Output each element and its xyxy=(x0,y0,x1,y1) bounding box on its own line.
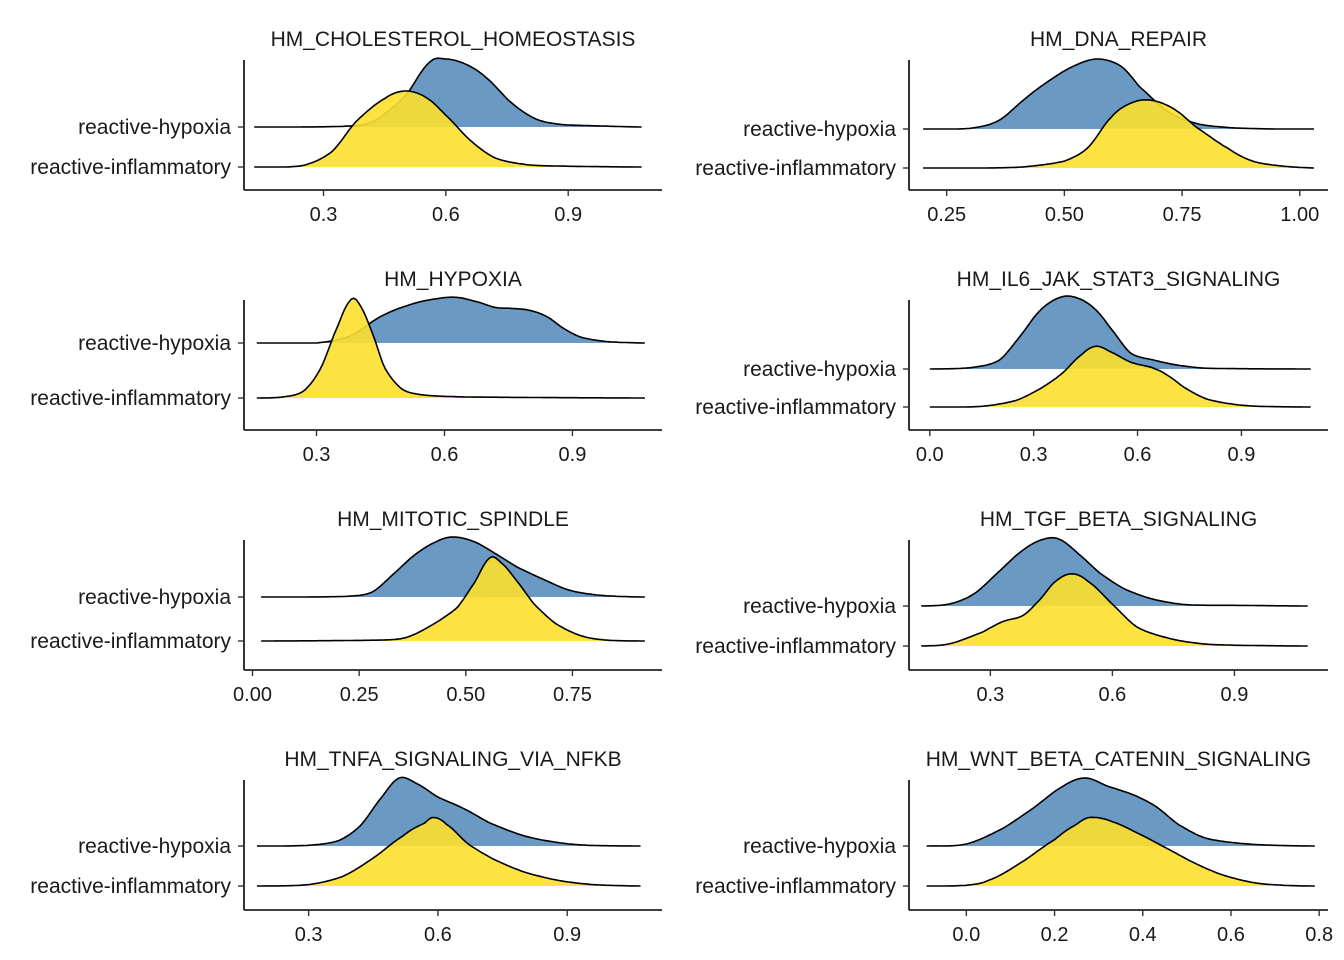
density-line-reactive-hypoxia xyxy=(921,536,1308,607)
density-area-reactive-inflammatory xyxy=(929,346,1311,407)
x-tick-label: 0.6 xyxy=(1124,444,1152,466)
density-line-reactive-hypoxia xyxy=(256,296,645,344)
category-label-reactive-hypoxia: reactive-hypoxia xyxy=(743,358,896,381)
x-tick-label: 0.6 xyxy=(1217,924,1245,946)
density-line-reactive-hypoxia xyxy=(254,57,642,128)
density-area-reactive-hypoxia xyxy=(256,777,641,846)
density-area-reactive-hypoxia xyxy=(923,59,1314,129)
category-label-reactive-hypoxia: reactive-hypoxia xyxy=(78,586,231,609)
density-area-reactive-inflammatory xyxy=(261,556,645,641)
x-tick-label: 0.50 xyxy=(446,684,485,706)
x-tick-label: 0.25 xyxy=(340,684,379,706)
x-tick-label: 0.6 xyxy=(431,444,459,466)
density-line-reactive-inflammatory xyxy=(254,90,642,168)
density-area-reactive-inflammatory xyxy=(921,573,1308,646)
panel-title: HM_TNFA_SIGNALING_VIA_NFKB xyxy=(284,748,621,771)
density-line-reactive-inflammatory xyxy=(921,572,1308,647)
density-line-reactive-hypoxia xyxy=(929,295,1311,370)
x-tick-label: 0.6 xyxy=(1098,684,1126,706)
category-label-reactive-hypoxia: reactive-hypoxia xyxy=(743,595,896,618)
panel-hm-mitotic-spindle: HM_MITOTIC_SPINDLE reactive-hypoxia reacti… xyxy=(30,508,662,706)
density-area-reactive-hypoxia xyxy=(926,778,1315,846)
panel-hm-wnt-beta-catenin-signaling: HM_WNT_BETA_CATENIN_SIGNALING reactive-hy… xyxy=(695,748,1333,946)
x-tick-label: 0.9 xyxy=(554,204,582,226)
x-tick-label: 0.75 xyxy=(1163,204,1202,226)
density-area-reactive-hypoxia xyxy=(254,58,642,128)
category-label-reactive-inflammatory: reactive-inflammatory xyxy=(695,635,896,658)
x-tick-label: 0.4 xyxy=(1129,924,1157,946)
x-tick-label: 0.9 xyxy=(1221,684,1249,706)
x-tick-label: 0.3 xyxy=(1020,444,1048,466)
density-area-reactive-hypoxia xyxy=(929,296,1311,369)
panel-hm-hypoxia: HM_HYPOXIA reactive-hypoxia reactive-infla… xyxy=(30,268,662,466)
panel-title: HM_TGF_BETA_SIGNALING xyxy=(980,508,1257,531)
x-tick-label: 0.9 xyxy=(559,444,587,466)
density-area-reactive-inflammatory xyxy=(256,817,641,886)
x-tick-label: 0.6 xyxy=(432,204,460,226)
density-line-reactive-inflammatory xyxy=(256,816,641,887)
x-tick-label: 0.0 xyxy=(952,924,980,946)
panel-hm-il6-jak-stat3-signaling: HM_IL6_JAK_STAT3_SIGNALING reactive-hypox… xyxy=(695,268,1328,466)
category-label-reactive-hypoxia: reactive-hypoxia xyxy=(78,332,231,355)
panel-title: HM_MITOTIC_SPINDLE xyxy=(337,508,569,531)
density-area-reactive-hypoxia xyxy=(261,537,645,597)
density-line-reactive-hypoxia xyxy=(923,58,1314,130)
density-line-reactive-inflammatory xyxy=(929,345,1311,408)
density-area-reactive-inflammatory xyxy=(926,817,1315,886)
category-label-reactive-inflammatory: reactive-inflammatory xyxy=(695,157,896,180)
x-tick-label: 0.00 xyxy=(233,684,272,706)
category-label-reactive-inflammatory: reactive-inflammatory xyxy=(30,630,231,653)
x-tick-label: 0.50 xyxy=(1045,204,1084,226)
density-line-reactive-hypoxia xyxy=(926,777,1315,847)
category-label-reactive-hypoxia: reactive-hypoxia xyxy=(78,835,231,858)
density-line-reactive-hypoxia xyxy=(261,536,645,598)
density-area-reactive-hypoxia xyxy=(921,537,1308,606)
category-label-reactive-hypoxia: reactive-hypoxia xyxy=(743,118,896,141)
x-tick-label: 0.75 xyxy=(553,684,592,706)
x-tick-label: 0.9 xyxy=(553,924,581,946)
panel-hm-cholesterol-homeostasis: HM_CHOLESTEROL_HOMEOSTASIS reactive-hypox… xyxy=(30,28,662,226)
x-tick-label: 0.3 xyxy=(295,924,323,946)
panel-title: HM_IL6_JAK_STAT3_SIGNALING xyxy=(957,268,1281,291)
density-line-reactive-inflammatory xyxy=(256,297,645,399)
category-label-reactive-inflammatory: reactive-inflammatory xyxy=(695,396,896,419)
panel-hm-tgf-beta-signaling: HM_TGF_BETA_SIGNALING reactive-hypoxia rea… xyxy=(695,508,1328,706)
density-area-reactive-inflammatory xyxy=(256,298,645,398)
density-area-reactive-hypoxia xyxy=(256,297,645,343)
panel-hm-tnfa-signaling-via-nfkb: HM_TNFA_SIGNALING_VIA_NFKB reactive-hypox… xyxy=(30,748,662,946)
panel-title: HM_HYPOXIA xyxy=(384,268,522,291)
panel-title: HM_DNA_REPAIR xyxy=(1030,28,1207,51)
x-tick-label: 0.9 xyxy=(1228,444,1256,466)
x-tick-label: 0.3 xyxy=(976,684,1004,706)
category-label-reactive-hypoxia: reactive-hypoxia xyxy=(78,116,231,139)
x-tick-label: 0.3 xyxy=(303,444,331,466)
x-tick-label: 0.8 xyxy=(1305,924,1333,946)
x-tick-label: 0.6 xyxy=(424,924,452,946)
category-label-reactive-inflammatory: reactive-inflammatory xyxy=(695,875,896,898)
density-line-reactive-inflammatory xyxy=(923,98,1314,169)
density-line-reactive-hypoxia xyxy=(256,776,641,847)
category-label-reactive-hypoxia: reactive-hypoxia xyxy=(743,835,896,858)
panel-hm-dna-repair: HM_DNA_REPAIR reactive-hypoxia reactive-in… xyxy=(695,28,1328,226)
category-label-reactive-inflammatory: reactive-inflammatory xyxy=(30,387,231,410)
density-area-reactive-inflammatory xyxy=(254,91,642,167)
density-area-reactive-inflammatory xyxy=(923,99,1314,168)
density-line-reactive-inflammatory xyxy=(926,816,1315,887)
x-tick-label: 0.0 xyxy=(916,444,944,466)
category-label-reactive-inflammatory: reactive-inflammatory xyxy=(30,875,231,898)
category-label-reactive-inflammatory: reactive-inflammatory xyxy=(30,156,231,179)
density-line-reactive-inflammatory xyxy=(261,556,645,642)
x-tick-label: 0.2 xyxy=(1041,924,1069,946)
x-tick-label: 1.00 xyxy=(1280,204,1319,226)
panel-title: HM_WNT_BETA_CATENIN_SIGNALING xyxy=(926,748,1311,771)
x-tick-label: 0.25 xyxy=(927,204,966,226)
x-tick-label: 0.3 xyxy=(310,204,338,226)
panel-title: HM_CHOLESTEROL_HOMEOSTASIS xyxy=(271,28,636,51)
